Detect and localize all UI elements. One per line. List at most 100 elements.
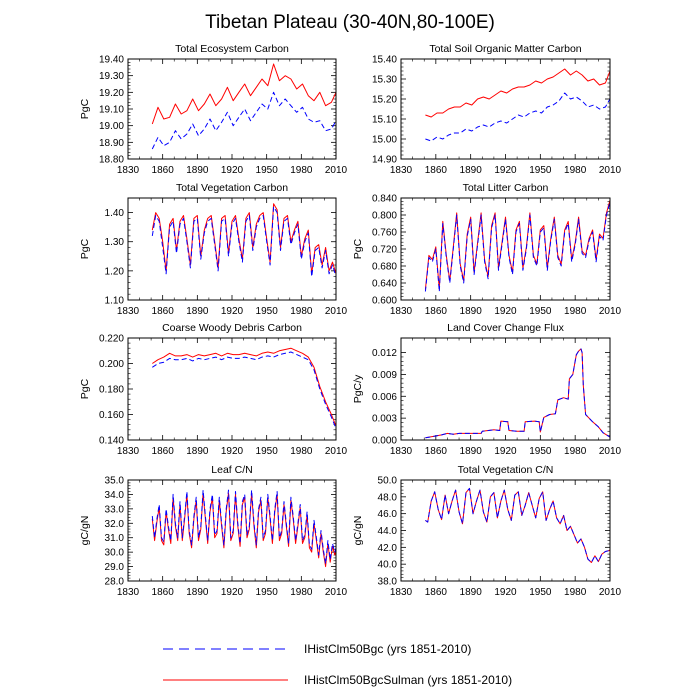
x-tick-label: 1860 [152, 306, 175, 317]
y-tick-label: 44.0 [378, 526, 398, 537]
x-tick-label: 1890 [460, 306, 483, 317]
y-tick-label: 19.40 [99, 55, 124, 66]
plot-frame [127, 479, 337, 582]
series-line-red-solid [425, 68, 611, 118]
x-tick-label: 1890 [186, 587, 209, 598]
x-tick-label: 1890 [460, 446, 483, 457]
y-tick-label: 1.20 [105, 266, 125, 277]
x-tick-label: 1890 [460, 587, 483, 598]
y-axis-label: PgC [352, 238, 364, 259]
y-tick-label: 19.00 [99, 121, 124, 132]
x-tick-label: 1830 [117, 165, 140, 176]
y-tick-label: 40.0 [378, 560, 398, 571]
x-tick-label: 2010 [599, 587, 622, 598]
series-line-red-solid [151, 203, 337, 275]
y-axis-label: PgC [79, 378, 91, 399]
x-tick-label: 1860 [152, 165, 175, 176]
x-tick-label: 1860 [425, 587, 448, 598]
y-tick-label: 19.10 [99, 105, 124, 116]
y-tick-label: 1.40 [105, 208, 125, 219]
x-tick-label: 2010 [325, 446, 348, 457]
series-line-blue-dashed [151, 489, 337, 565]
series-line-red-solid [425, 348, 611, 439]
x-tick-label: 1980 [290, 587, 313, 598]
series-line-blue-dashed [425, 92, 611, 142]
x-tick-label: 1920 [494, 446, 517, 457]
x-tick-label: 1890 [186, 165, 209, 176]
y-tick-label: 35.0 [105, 476, 125, 487]
chart-panel-1: Total Ecosystem Carbon PgC 1830 1860 1890 192… [79, 43, 348, 176]
x-tick-label: 1980 [564, 165, 587, 176]
x-tick-label: 1830 [390, 165, 413, 176]
series-line-blue-dashed [152, 351, 337, 429]
series-line-blue-dashed [151, 206, 337, 278]
y-tick-label: 15.30 [372, 75, 397, 86]
y-tick-label: 1.30 [105, 237, 125, 248]
panel-title: Total Vegetation Carbon [176, 182, 288, 194]
x-tick-label: 1980 [564, 587, 587, 598]
y-tick-label: 31.0 [105, 533, 125, 544]
chart-panel-6: Land Cover Change Flux PgC/y 1830 1860 1890 1… [352, 322, 622, 457]
x-tick-label: 1980 [290, 165, 313, 176]
x-tick-label: 1830 [117, 446, 140, 457]
y-axis-label: PgC/y [352, 374, 364, 403]
y-tick-label: 19.20 [99, 88, 124, 99]
plot-frame [400, 337, 611, 441]
y-axis-label: gC/gN [79, 516, 91, 546]
y-tick-label: 0.760 [372, 228, 397, 239]
y-tick-label: 18.90 [99, 138, 124, 149]
series-line-blue-dashed [425, 348, 611, 439]
plot-frame [400, 197, 611, 301]
y-tick-label: 14.90 [372, 155, 397, 166]
y-tick-label: 0.009 [372, 370, 397, 381]
chart-panel-2: Total Soil Organic Matter Carbon 1830 1860… [372, 43, 622, 176]
x-tick-label: 1980 [564, 306, 587, 317]
x-tick-label: 1860 [152, 587, 175, 598]
x-tick-label: 1830 [390, 587, 413, 598]
series-line-red-solid [151, 63, 337, 125]
x-tick-label: 1950 [529, 306, 552, 317]
x-tick-label: 1860 [425, 165, 448, 176]
series-line-red-solid [152, 347, 337, 427]
y-tick-label: 42.0 [378, 543, 398, 554]
y-tick-label: 0.012 [372, 348, 397, 359]
x-tick-label: 1830 [390, 306, 413, 317]
x-tick-label: 2010 [599, 446, 622, 457]
y-tick-label: 38.0 [378, 577, 398, 588]
panel-title: Total Ecosystem Carbon [175, 43, 289, 55]
y-tick-label: 28.0 [105, 577, 125, 588]
x-tick-label: 1980 [290, 306, 313, 317]
y-tick-label: 50.0 [378, 476, 398, 487]
legend-label-sulman: IHistClm50BgcSulman (yrs 1851-2010) [304, 673, 512, 687]
x-tick-label: 1920 [221, 446, 244, 457]
x-tick-label: 2010 [599, 165, 622, 176]
y-tick-label: 19.30 [99, 71, 124, 82]
x-tick-label: 2010 [599, 306, 622, 317]
panel-title: Total Litter Carbon [463, 182, 549, 194]
panel-title: Coarse Woody Debris Carbon [162, 322, 302, 334]
y-tick-label: 30.0 [105, 548, 125, 559]
y-tick-label: 32.0 [105, 519, 125, 530]
legend-label-bgc: IHistClm50Bgc (yrs 1851-2010) [304, 642, 471, 656]
chart-panel-4: Total Litter Carbon PgC 1830 1860 1890 1920 19… [352, 182, 622, 317]
x-tick-label: 1860 [425, 306, 448, 317]
plot-frame [400, 479, 611, 582]
y-tick-label: 0.220 [99, 334, 124, 345]
y-axis-label: gC/gN [352, 516, 364, 546]
y-tick-label: 0.720 [372, 245, 397, 256]
panel-title: Leaf C/N [211, 464, 252, 476]
y-tick-label: 0.180 [99, 385, 124, 396]
x-tick-label: 1830 [117, 587, 140, 598]
y-tick-label: 0.006 [372, 392, 397, 403]
plot-frame [127, 58, 337, 160]
plot-frame [127, 197, 337, 301]
y-tick-label: 0.000 [372, 436, 397, 447]
x-tick-label: 1980 [564, 446, 587, 457]
y-tick-label: 0.840 [372, 194, 397, 205]
x-tick-label: 1950 [256, 306, 279, 317]
y-axis-label: PgC [79, 238, 91, 259]
x-tick-label: 1950 [529, 165, 552, 176]
x-tick-label: 1950 [256, 587, 279, 598]
x-tick-label: 2010 [325, 587, 348, 598]
y-tick-label: 15.10 [372, 115, 397, 126]
